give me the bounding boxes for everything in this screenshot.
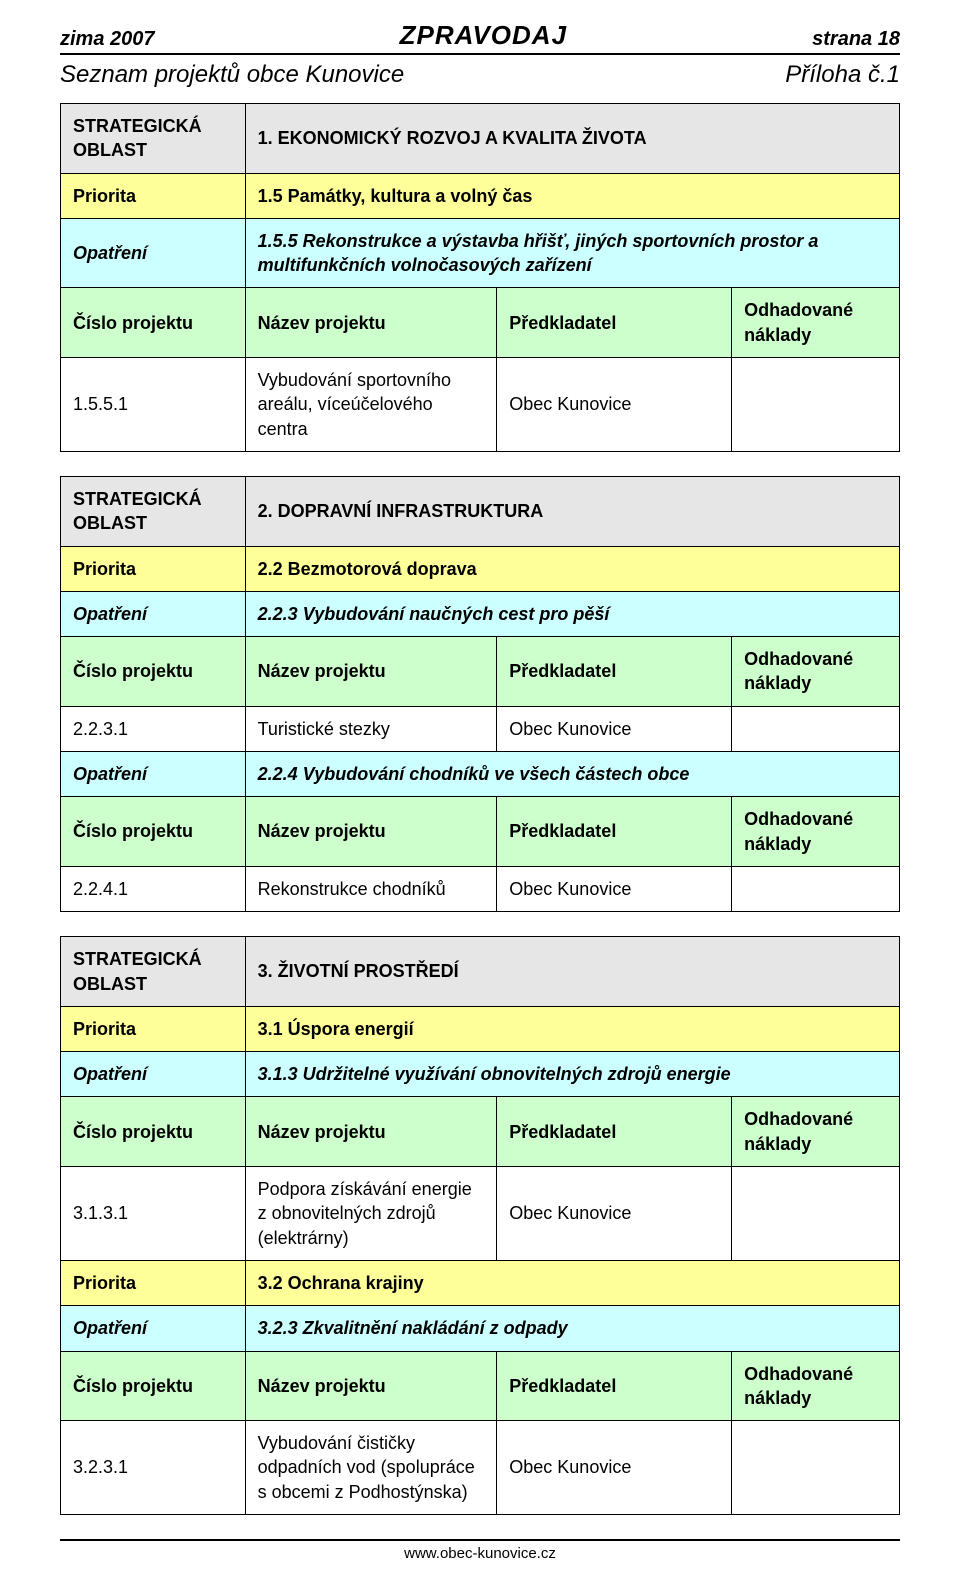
section1-priorita: 1.5 Památky, kultura a volný čas bbox=[245, 173, 899, 218]
label-strategicka: STRATEGICKÁ OBLAST bbox=[61, 104, 246, 174]
col-nazev: Název projektu bbox=[245, 1351, 497, 1421]
col-cislo: Číslo projektu bbox=[61, 288, 246, 358]
section2-opatreni2: 2.2.4 Vybudování chodníků ve všech částe… bbox=[245, 752, 899, 797]
col-predkladatel: Předkladatel bbox=[497, 637, 732, 707]
proj-naklady bbox=[732, 1167, 900, 1261]
section3-oblast: 3. ŽIVOTNÍ PROSTŘEDÍ bbox=[245, 937, 899, 1007]
section1-oblast: 1. EKONOMICKÝ ROZVOJ A KVALITA ŽIVOTA bbox=[245, 104, 899, 174]
subtitle-row: Seznam projektů obce Kunovice Příloha č.… bbox=[60, 61, 900, 89]
col-nazev: Název projektu bbox=[245, 797, 497, 867]
proj-nazev: Rekonstrukce chodníků bbox=[245, 866, 497, 911]
header-right: strana 18 bbox=[812, 28, 900, 51]
section2-opatreni1: 2.2.3 Vybudování naučných cest pro pěší bbox=[245, 591, 899, 636]
proj-nazev: Vybudování sportovního areálu, víceúčelo… bbox=[245, 358, 497, 452]
label-strategicka: STRATEGICKÁ OBLAST bbox=[61, 937, 246, 1007]
label-priorita: Priorita bbox=[61, 546, 246, 591]
proj-predkladatel: Obec Kunovice bbox=[497, 866, 732, 911]
col-predkladatel: Předkladatel bbox=[497, 1097, 732, 1167]
col-predkladatel: Předkladatel bbox=[497, 1351, 732, 1421]
section-3-table: STRATEGICKÁ OBLAST 3. ŽIVOTNÍ PROSTŘEDÍ … bbox=[60, 936, 900, 1515]
proj-nazev: Turistické stezky bbox=[245, 706, 497, 751]
section3-opatreni2: 3.2.3 Zkvalitnění nakládání z odpady bbox=[245, 1306, 899, 1351]
col-cislo: Číslo projektu bbox=[61, 1351, 246, 1421]
section3-priorita1: 3.1 Úspora energií bbox=[245, 1006, 899, 1051]
proj-cislo: 3.2.3.1 bbox=[61, 1421, 246, 1515]
label-strategicka: STRATEGICKÁ OBLAST bbox=[61, 476, 246, 546]
header-center: ZPRAVODAJ bbox=[400, 20, 567, 51]
col-naklady: Odhadované náklady bbox=[732, 1351, 900, 1421]
col-cislo: Číslo projektu bbox=[61, 1097, 246, 1167]
col-predkladatel: Předkladatel bbox=[497, 797, 732, 867]
section3-priorita2: 3.2 Ochrana krajiny bbox=[245, 1260, 899, 1305]
proj-cislo: 2.2.4.1 bbox=[61, 866, 246, 911]
label-opatreni: Opatření bbox=[61, 752, 246, 797]
col-cislo: Číslo projektu bbox=[61, 797, 246, 867]
proj-naklady bbox=[732, 358, 900, 452]
label-priorita: Priorita bbox=[61, 173, 246, 218]
col-naklady: Odhadované náklady bbox=[732, 288, 900, 358]
col-predkladatel: Předkladatel bbox=[497, 288, 732, 358]
subtitle-left: Seznam projektů obce Kunovice bbox=[60, 61, 404, 89]
col-nazev: Název projektu bbox=[245, 288, 497, 358]
proj-predkladatel: Obec Kunovice bbox=[497, 358, 732, 452]
page-footer: www.obec-kunovice.cz bbox=[60, 1539, 900, 1562]
col-cislo: Číslo projektu bbox=[61, 637, 246, 707]
section1-opatreni: 1.5.5 Rekonstrukce a výstavba hřišť, jin… bbox=[245, 218, 899, 288]
subtitle-right: Příloha č.1 bbox=[785, 61, 900, 89]
proj-predkladatel: Obec Kunovice bbox=[497, 1421, 732, 1515]
proj-nazev: Podpora získávání energie z obnovitelnýc… bbox=[245, 1167, 497, 1261]
label-priorita: Priorita bbox=[61, 1260, 246, 1305]
label-priorita: Priorita bbox=[61, 1006, 246, 1051]
proj-cislo: 1.5.5.1 bbox=[61, 358, 246, 452]
col-naklady: Odhadované náklady bbox=[732, 797, 900, 867]
col-naklady: Odhadované náklady bbox=[732, 637, 900, 707]
label-opatreni: Opatření bbox=[61, 1306, 246, 1351]
label-opatreni: Opatření bbox=[61, 1052, 246, 1097]
proj-predkladatel: Obec Kunovice bbox=[497, 706, 732, 751]
section3-opatreni1: 3.1.3 Udržitelné využívání obnovitelných… bbox=[245, 1052, 899, 1097]
proj-cislo: 2.2.3.1 bbox=[61, 706, 246, 751]
label-opatreni: Opatření bbox=[61, 218, 246, 288]
section-1-table: STRATEGICKÁ OBLAST 1. EKONOMICKÝ ROZVOJ … bbox=[60, 103, 900, 452]
col-nazev: Název projektu bbox=[245, 1097, 497, 1167]
proj-cislo: 3.1.3.1 bbox=[61, 1167, 246, 1261]
proj-nazev: Vybudování čističky odpadních vod (spolu… bbox=[245, 1421, 497, 1515]
page-header: zima 2007 ZPRAVODAJ strana 18 bbox=[60, 20, 900, 55]
col-nazev: Název projektu bbox=[245, 637, 497, 707]
proj-predkladatel: Obec Kunovice bbox=[497, 1167, 732, 1261]
section2-oblast: 2. DOPRAVNÍ INFRASTRUKTURA bbox=[245, 476, 899, 546]
proj-naklady bbox=[732, 1421, 900, 1515]
section-2-table: STRATEGICKÁ OBLAST 2. DOPRAVNÍ INFRASTRU… bbox=[60, 476, 900, 912]
proj-naklady bbox=[732, 706, 900, 751]
header-left: zima 2007 bbox=[60, 28, 155, 51]
col-naklady: Odhadované náklady bbox=[732, 1097, 900, 1167]
section2-priorita: 2.2 Bezmotorová doprava bbox=[245, 546, 899, 591]
proj-naklady bbox=[732, 866, 900, 911]
label-opatreni: Opatření bbox=[61, 591, 246, 636]
